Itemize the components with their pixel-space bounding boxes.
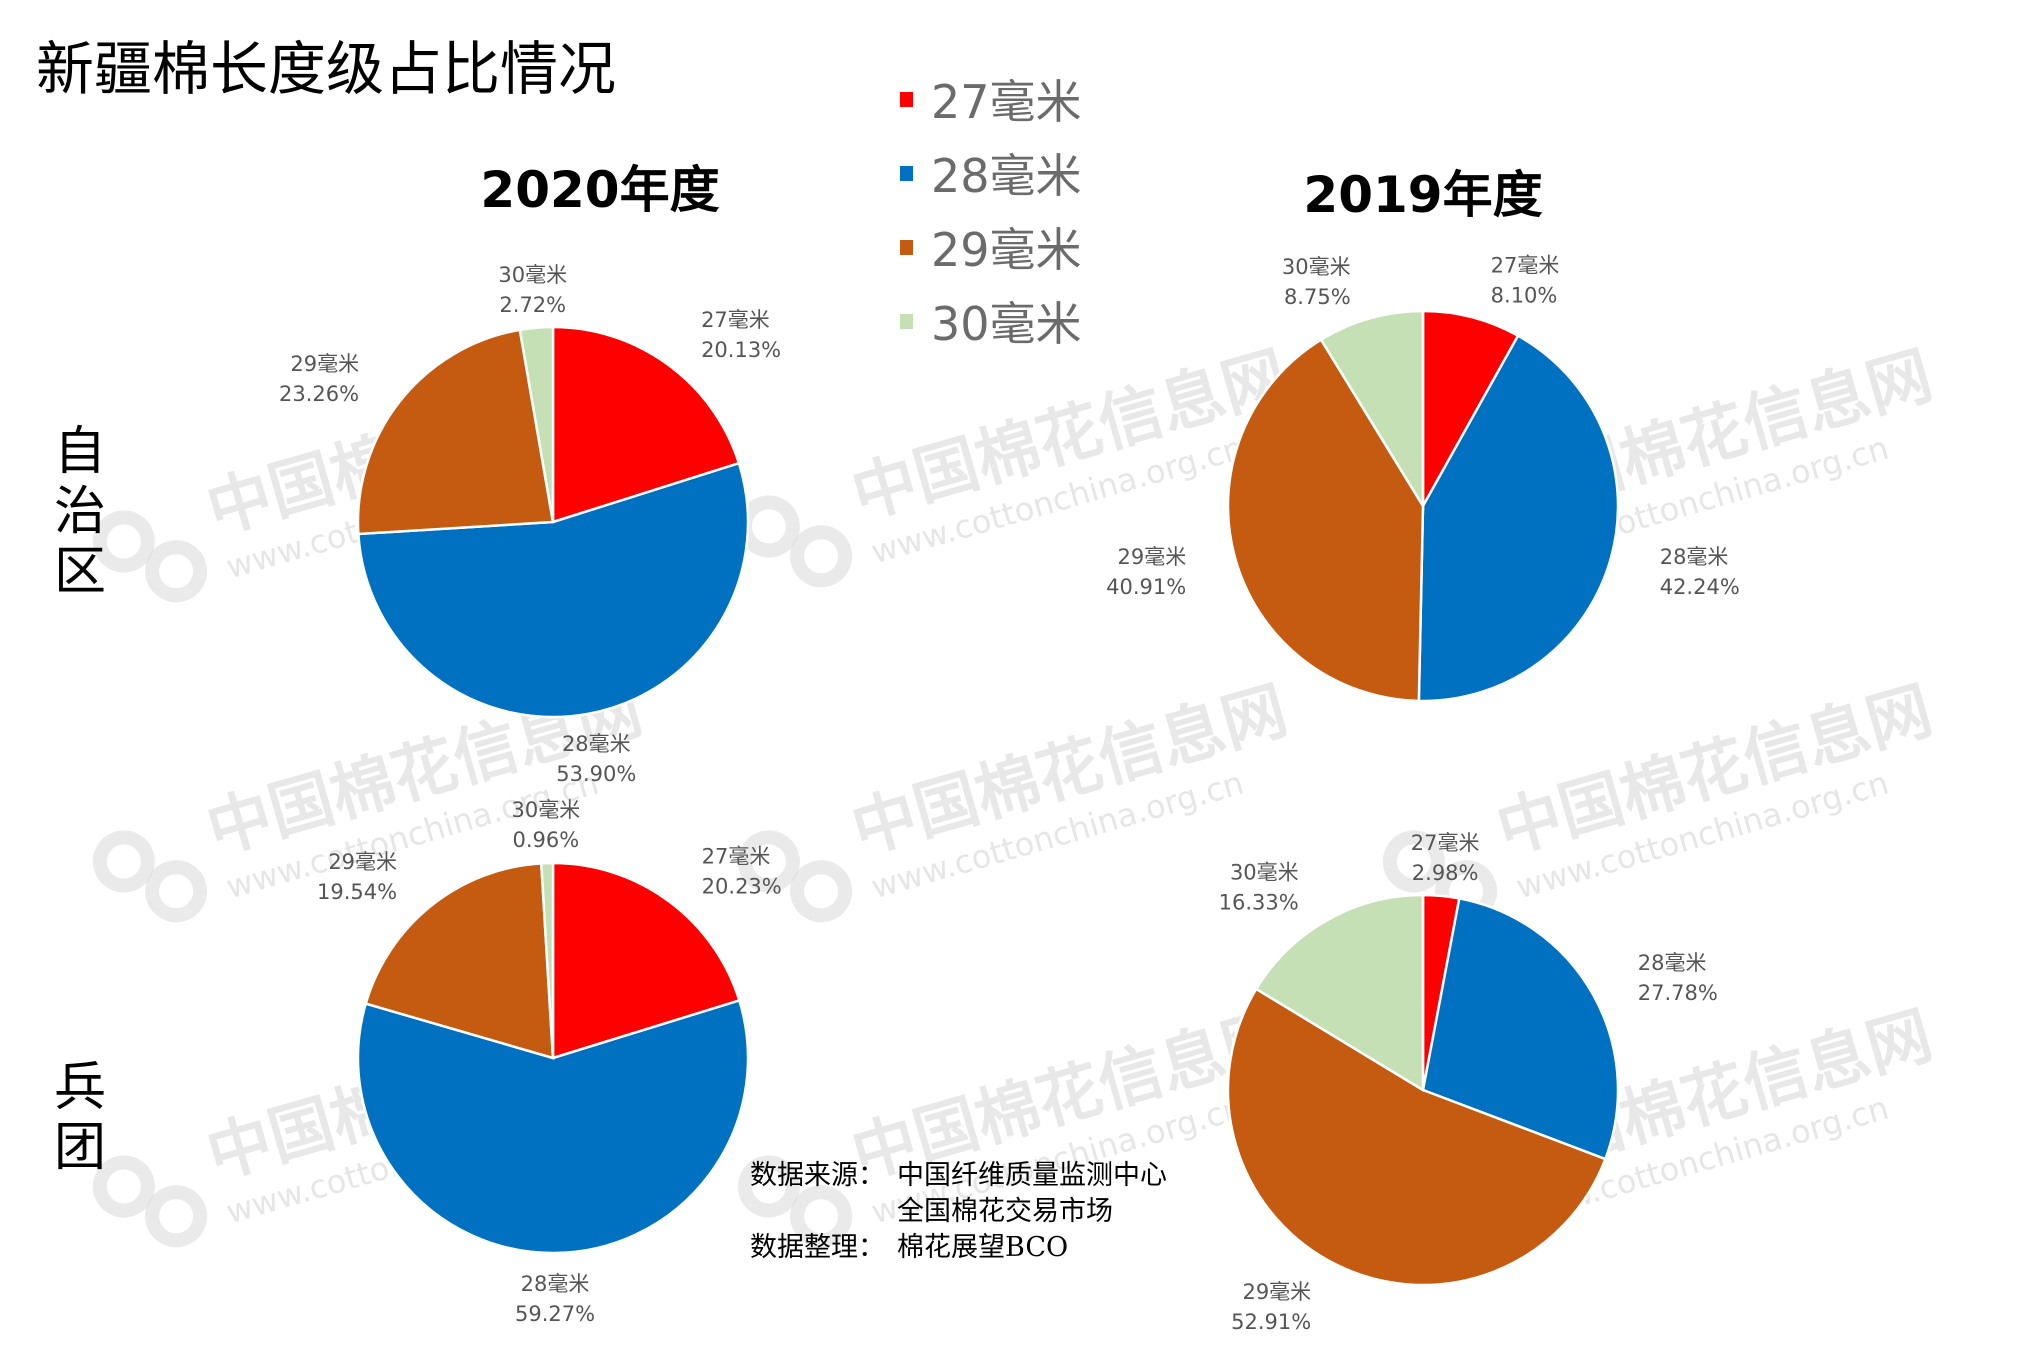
slice-label-value-28mm: 53.90% xyxy=(556,762,636,786)
pie-slice-28mm xyxy=(1417,334,1620,703)
source-line-1: 中国纤维质量监测中心 xyxy=(897,1160,1167,1191)
legend-label-29mm: 29毫米 xyxy=(931,223,1082,277)
slice-label-value-30mm: 0.96% xyxy=(512,828,579,852)
slice-label-category-29mm: 29毫米 xyxy=(1117,545,1186,569)
compiler-label: 数据整理： xyxy=(750,1232,885,1263)
slice-label-value-30mm: 8.75% xyxy=(1284,285,1351,309)
slice-label-value-30mm: 16.33% xyxy=(1219,891,1299,915)
slice-label-value-30mm: 2.72% xyxy=(499,293,566,317)
data-source-note: 数据来源： 中国纤维质量监测中心 全国棉花交易市场 数据整理： 棉花展望BCO xyxy=(750,1158,1167,1266)
slice-label-category-30mm: 30毫米 xyxy=(1282,255,1351,279)
slice-label-value-29mm: 23.26% xyxy=(279,382,359,406)
slice-label-value-29mm: 52.91% xyxy=(1231,1310,1311,1334)
pie-chart-4: 27毫米 2.98% 28毫米 27.78% 29毫米 52.91% 30毫米 16.33% xyxy=(1219,831,1718,1334)
slice-label-value-28mm: 42.24% xyxy=(1660,575,1740,599)
slice-label-category-28mm: 28毫米 xyxy=(1638,951,1707,975)
legend-item-30mm: 30毫米 xyxy=(900,284,1082,358)
legend-label-27mm: 27毫米 xyxy=(931,75,1082,129)
slice-label-category-27mm: 27毫米 xyxy=(701,308,770,332)
column-title-2019: 2019年度 xyxy=(1303,166,1543,224)
page-title: 新疆棉长度级占比情况 xyxy=(36,35,617,103)
slice-label-category-27mm: 27毫米 xyxy=(702,844,771,868)
source-label: 数据来源： xyxy=(750,1160,885,1191)
legend-item-27mm: 27毫米 xyxy=(900,62,1082,136)
slice-label-value-27mm: 20.13% xyxy=(701,338,781,362)
legend-item-28mm: 28毫米 xyxy=(900,136,1082,210)
pie-slice-28mm xyxy=(356,998,750,1255)
pie-slice-27mm xyxy=(551,325,741,524)
pie-slice-30mm xyxy=(1319,309,1425,511)
row-label-autonomous-region: 自治区 xyxy=(53,422,106,602)
pie-slice-28mm xyxy=(357,461,750,719)
slice-label-value-27mm: 2.98% xyxy=(1412,861,1479,885)
pie-slice-29mm xyxy=(1226,987,1607,1287)
slice-label-category-29mm: 29毫米 xyxy=(1242,1280,1311,1304)
pie-chart-2: 27毫米 8.10% 28毫米 42.24% 29毫米 40.91% 30毫米 8.75% xyxy=(1106,254,1740,703)
legend-swatch-30mm xyxy=(900,313,913,329)
slice-label-value-27mm: 20.23% xyxy=(702,874,782,898)
pie-slice-27mm xyxy=(1421,309,1520,511)
pie-slice-30mm xyxy=(539,861,555,1059)
pie-charts: 27毫米20.13%28毫米53.90%29毫米23.26%30毫米2.72%2… xyxy=(279,254,1740,1334)
slice-label-category-28mm: 28毫米 xyxy=(1660,545,1729,569)
compiler-name: 棉花展望BCO xyxy=(897,1232,1069,1263)
legend-item-29mm: 29毫米 xyxy=(900,210,1082,284)
pie-chart-1: 27毫米 20.13% 28毫米 53.90% 29毫米 23.26% 30毫米 2.72% xyxy=(279,263,781,786)
slice-label-category-27mm: 27毫米 xyxy=(1411,831,1480,855)
slice-label-value-29mm: 19.54% xyxy=(317,880,397,904)
slice-label-category-28mm: 28毫米 xyxy=(521,1272,590,1296)
pie-chart-3: 27毫米 20.23% 28毫米 59.27% 29毫米 19.54% 30毫米 0.96% xyxy=(317,798,782,1326)
chart-legend: 27毫米 28毫米 29毫米 30毫米 xyxy=(900,62,1082,358)
column-title-2020: 2020年度 xyxy=(480,161,720,219)
slice-label-category-29mm: 29毫米 xyxy=(290,352,359,376)
slice-label-category-30mm: 30毫米 xyxy=(1230,861,1299,885)
slice-label-value-29mm: 40.91% xyxy=(1106,575,1186,599)
legend-swatch-28mm xyxy=(900,165,913,181)
legend-swatch-29mm xyxy=(900,239,913,255)
source-line-2: 全国棉花交易市场 xyxy=(897,1196,1113,1227)
legend-label-30mm: 30毫米 xyxy=(931,297,1082,351)
pie-slice-27mm xyxy=(551,861,741,1060)
legend-swatch-27mm xyxy=(900,91,913,107)
slice-label-category-29mm: 29毫米 xyxy=(328,850,397,874)
pie-slice-29mm xyxy=(356,328,555,536)
pie-slice-29mm xyxy=(1226,338,1425,703)
pie-slice-30mm xyxy=(518,325,555,523)
pie-slice-29mm xyxy=(364,862,555,1060)
row-label-corps: 兵团 xyxy=(53,1058,106,1178)
slice-label-value-27mm: 8.10% xyxy=(1491,284,1558,308)
pie-slice-28mm xyxy=(1421,896,1620,1161)
legend-label-28mm: 28毫米 xyxy=(931,149,1082,203)
pie-slice-30mm xyxy=(1254,893,1425,1093)
slice-label-category-28mm: 28毫米 xyxy=(562,732,631,756)
slice-label-category-27mm: 27毫米 xyxy=(1491,254,1560,278)
slice-label-value-28mm: 59.27% xyxy=(515,1302,595,1326)
slice-label-value-28mm: 27.78% xyxy=(1638,981,1718,1005)
slice-label-category-30mm: 30毫米 xyxy=(511,798,580,822)
slice-label-category-30mm: 30毫米 xyxy=(498,263,567,287)
